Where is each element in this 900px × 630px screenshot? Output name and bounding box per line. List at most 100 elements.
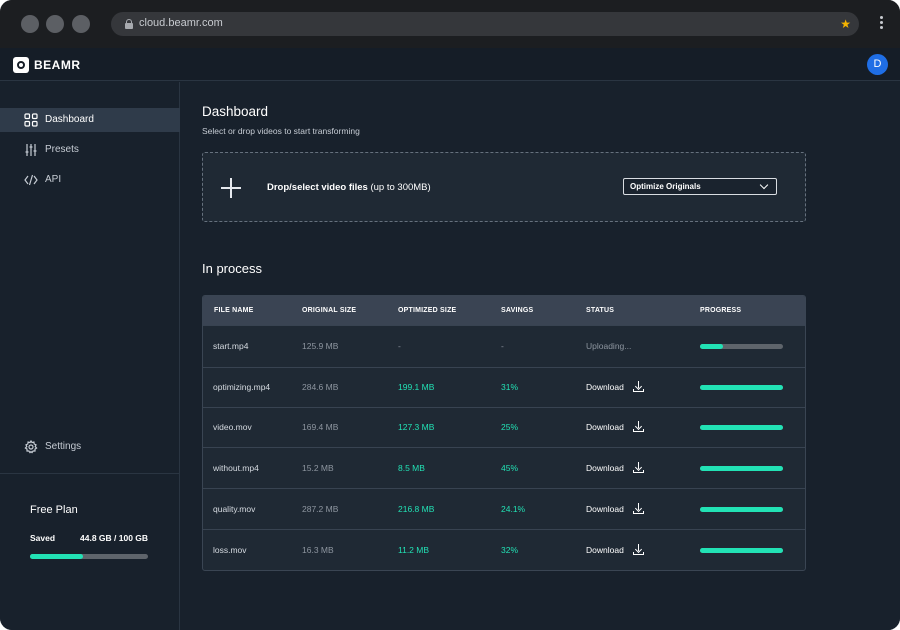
beamr-logo-icon <box>13 57 29 73</box>
optimized-size: - <box>398 341 401 351</box>
storage-usage-bar <box>30 554 148 559</box>
original-size: 287.2 MB <box>302 504 339 514</box>
download-icon[interactable] <box>633 503 644 514</box>
column-header: OPTIMIZED SIZE <box>398 307 457 314</box>
sidebar-item-label: Settings <box>45 441 82 452</box>
savings-percent: 25% <box>501 422 519 432</box>
progress-bar <box>700 385 783 390</box>
page-subtitle: Select or drop videos to start transform… <box>202 126 360 136</box>
table-row: loss.mov 16.3 MB 11.2 MB 32% Download <box>203 529 805 570</box>
url-text: cloud.beamr.com <box>139 17 223 29</box>
download-link[interactable]: Download <box>586 545 624 555</box>
file-name: loss.mov <box>213 545 247 555</box>
file-name: quality.mov <box>213 504 256 514</box>
download-icon[interactable] <box>633 544 644 555</box>
progress-bar <box>700 466 783 471</box>
table-row: optimizing.mp4 284.6 MB 199.1 MB 31% Downloa… <box>203 367 805 407</box>
progress-fill <box>700 385 783 390</box>
sidebar-divider <box>0 473 180 474</box>
original-size: 15.2 MB <box>302 463 334 473</box>
sidebar-item-api[interactable]: API <box>0 168 180 192</box>
optimized-size: 216.8 MB <box>398 504 435 514</box>
plan-title: Free Plan <box>30 504 78 516</box>
file-name: start.mp4 <box>213 341 249 351</box>
optimized-size: 8.5 MB <box>398 463 425 473</box>
sidebar-item-dashboard[interactable]: Dashboard <box>0 108 180 132</box>
gear-icon <box>24 440 38 454</box>
app-header: BEAMR D <box>0 48 900 81</box>
optimized-size: 11.2 MB <box>398 545 430 555</box>
savings-percent: 24.1% <box>501 504 526 514</box>
column-header: PROGRESS <box>700 307 742 314</box>
download-link[interactable]: Download <box>586 422 624 432</box>
sidebar: Dashboard Presets API Settings Free Plan… <box>0 82 180 630</box>
optimized-size: 127.3 MB <box>398 422 435 432</box>
download-link[interactable]: Download <box>586 382 624 392</box>
upload-dropzone[interactable]: Drop/select video files (up to 300MB) Op… <box>202 152 806 222</box>
sliders-icon <box>25 144 37 156</box>
file-name: without.mp4 <box>213 463 259 473</box>
download-icon[interactable] <box>633 462 644 473</box>
progress-fill <box>700 466 783 471</box>
storage-usage-fill <box>30 554 83 559</box>
column-header: ORIGINAL SIZE <box>302 307 357 314</box>
lock-icon <box>125 19 133 29</box>
savings-percent: - <box>501 341 504 351</box>
optimized-size: 199.1 MB <box>398 382 435 392</box>
bookmark-star-icon[interactable]: ★ <box>840 17 851 31</box>
download-icon[interactable] <box>633 381 644 392</box>
table-row: without.mp4 15.2 MB 8.5 MB 45% Download <box>203 447 805 488</box>
saved-label: Saved <box>30 533 56 543</box>
window-close-button[interactable] <box>21 15 39 33</box>
download-link[interactable]: Download <box>586 504 624 514</box>
page-title: Dashboard <box>202 104 269 119</box>
original-size: 284.6 MB <box>302 382 339 392</box>
plus-icon[interactable] <box>221 178 241 198</box>
sidebar-item-label: Dashboard <box>45 114 94 125</box>
section-title: In process <box>202 261 262 276</box>
file-name: optimizing.mp4 <box>213 382 271 392</box>
preset-select-value: Optimize Originals <box>630 182 701 191</box>
column-header: FILE NAME <box>214 307 254 314</box>
table-row: video.mov 169.4 MB 127.3 MB 25% Download <box>203 407 805 447</box>
savings-percent: 45% <box>501 463 519 473</box>
code-icon <box>24 174 38 186</box>
savings-percent: 31% <box>501 382 519 392</box>
savings-percent: 32% <box>501 545 519 555</box>
original-size: 16.3 MB <box>302 545 334 555</box>
address-bar[interactable]: cloud.beamr.com ★ <box>111 12 859 36</box>
main-content: Dashboard Select or drop videos to start… <box>181 82 900 630</box>
sidebar-item-label: API <box>45 174 62 185</box>
progress-fill <box>700 548 783 553</box>
status-text: Uploading... <box>586 341 632 351</box>
table-header: FILE NAME ORIGINAL SIZE OPTIMIZED SIZE S… <box>203 296 805 325</box>
file-name: video.mov <box>213 422 252 432</box>
window-maximize-button[interactable] <box>72 15 90 33</box>
preset-select[interactable]: Optimize Originals <box>623 178 777 195</box>
table-row: start.mp4 125.9 MB - - Uploading... <box>203 325 805 367</box>
sidebar-item-label: Presets <box>45 144 79 155</box>
grid-icon <box>24 113 38 127</box>
sidebar-item-settings[interactable]: Settings <box>0 435 180 459</box>
table-row: quality.mov 287.2 MB 216.8 MB 24.1% Download <box>203 488 805 529</box>
sidebar-item-presets[interactable]: Presets <box>0 138 180 162</box>
download-icon[interactable] <box>633 421 644 432</box>
browser-chrome: cloud.beamr.com ★ <box>0 0 900 48</box>
user-avatar[interactable]: D <box>867 54 888 75</box>
progress-fill <box>700 425 783 430</box>
chevron-down-icon <box>759 180 769 190</box>
download-link[interactable]: Download <box>586 463 624 473</box>
column-header: SAVINGS <box>501 307 534 314</box>
progress-bar <box>700 425 783 430</box>
column-header: STATUS <box>586 307 615 314</box>
saved-value: 44.8 GB / 100 GB <box>80 533 149 543</box>
original-size: 169.4 MB <box>302 422 339 432</box>
dropzone-label: Drop/select video files (up to 300MB) <box>267 182 431 193</box>
progress-bar <box>700 507 783 512</box>
progress-fill <box>700 507 783 512</box>
files-table: FILE NAME ORIGINAL SIZE OPTIMIZED SIZE S… <box>202 295 806 571</box>
window-minimize-button[interactable] <box>46 15 64 33</box>
progress-bar <box>700 548 783 553</box>
browser-menu-icon[interactable] <box>880 16 884 32</box>
